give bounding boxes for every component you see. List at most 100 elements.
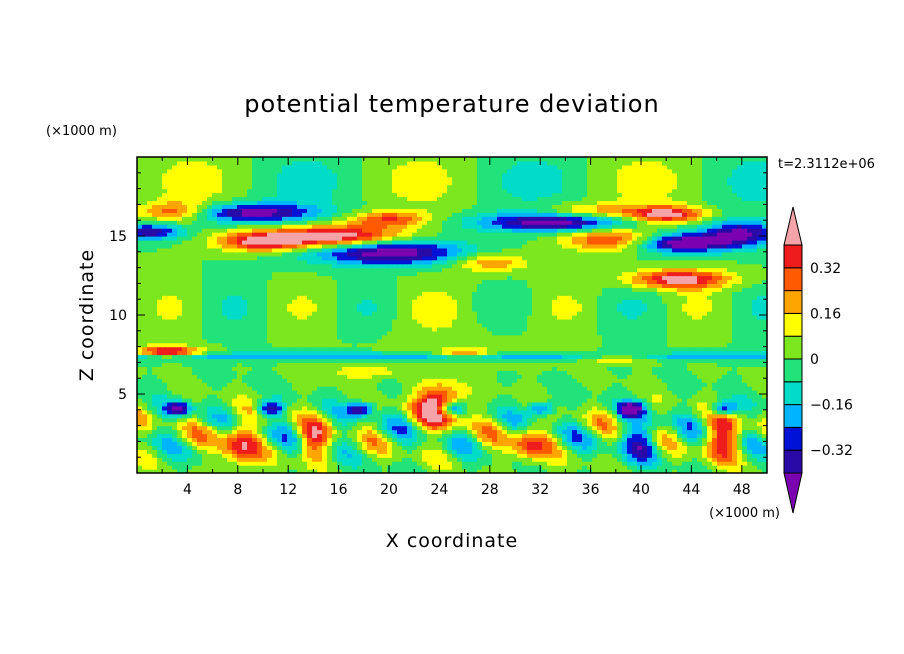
field-cell: [657, 374, 663, 379]
field-cell: [507, 461, 513, 466]
field-cell: [577, 465, 583, 470]
field-cell: [302, 441, 308, 446]
field-cell: [627, 362, 633, 367]
field-cell: [607, 370, 613, 375]
field-cell: [402, 437, 408, 442]
field-cell: [582, 362, 588, 367]
field-cell: [397, 409, 403, 415]
field-cell: [312, 409, 318, 415]
field-cell: [567, 354, 573, 360]
field-cell: [322, 461, 328, 466]
field-cell: [602, 362, 608, 367]
field-cell: [327, 326, 333, 332]
field-cell: [747, 366, 753, 371]
field-cell: [222, 315, 228, 320]
field-cell: [202, 433, 208, 439]
field-cell: [422, 318, 428, 324]
field-cell: [392, 358, 398, 363]
field-cell: [437, 409, 443, 415]
field-cell: [192, 326, 198, 332]
field-cell: [607, 453, 613, 458]
field-cell: [407, 378, 413, 383]
field-cell: [447, 374, 453, 379]
field-cell: [142, 330, 148, 336]
field-cell: [217, 330, 223, 336]
field-cell: [622, 342, 628, 348]
field-cell: [187, 334, 193, 340]
field-cell: [152, 469, 158, 473]
field-cell: [207, 457, 213, 462]
field-cell: [527, 413, 533, 419]
field-cell: [212, 413, 218, 419]
field-cell: [367, 421, 373, 427]
field-cell: [527, 338, 533, 344]
field-cell: [612, 441, 618, 446]
field-cell: [607, 405, 613, 411]
field-cell: [372, 350, 378, 356]
field-cell: [172, 425, 178, 431]
field-cell: [437, 386, 443, 391]
field-cell: [207, 378, 213, 383]
field-cell: [307, 386, 313, 391]
field-cell: [527, 362, 533, 367]
field-cell: [242, 405, 248, 411]
field-cell: [522, 334, 528, 340]
field-cell: [552, 370, 558, 375]
field-cell: [387, 354, 393, 360]
field-cell: [427, 382, 433, 387]
field-cell: [582, 322, 588, 328]
field-cell: [317, 465, 323, 470]
field-cell: [527, 453, 533, 458]
field-cell: [447, 362, 453, 367]
field-cell: [452, 318, 458, 324]
field-cell: [202, 469, 208, 473]
field-cell: [602, 346, 608, 352]
field-cell: [182, 461, 188, 466]
field-cell: [717, 429, 723, 435]
field-cell: [502, 433, 508, 439]
field-cell: [502, 322, 508, 328]
field-cell: [622, 441, 628, 446]
field-cell: [732, 437, 738, 442]
field-cell: [272, 425, 278, 431]
field-cell: [362, 326, 368, 332]
field-cell: [202, 382, 208, 387]
field-cell: [522, 461, 528, 466]
field-cell: [727, 378, 733, 383]
field-cell: [307, 429, 313, 435]
field-cell: [677, 366, 683, 371]
field-cell: [682, 322, 688, 328]
field-cell: [142, 322, 148, 328]
field-cell: [412, 425, 418, 431]
field-cell: [137, 326, 143, 332]
field-cell: [137, 417, 143, 423]
field-cell: [467, 394, 473, 399]
field-cell: [392, 342, 398, 348]
field-cell: [662, 409, 668, 415]
field-cell: [527, 334, 533, 340]
field-cell: [292, 354, 298, 360]
field-cell: [577, 433, 583, 439]
field-cell: [302, 366, 308, 371]
field-cell: [297, 457, 303, 462]
field-cell: [252, 354, 258, 360]
field-cell: [202, 421, 208, 427]
field-cell: [512, 315, 518, 320]
field-cell: [157, 374, 163, 379]
field-cell: [612, 445, 618, 450]
field-cell: [697, 378, 703, 383]
field-cell: [507, 330, 513, 336]
field-cell: [317, 421, 323, 427]
field-cell: [452, 346, 458, 352]
field-cell: [662, 362, 668, 367]
field-cell: [647, 413, 653, 419]
field-cell: [142, 382, 148, 387]
field-cell: [582, 409, 588, 415]
field-cell: [587, 413, 593, 419]
field-cell: [177, 322, 183, 328]
field-cell: [582, 366, 588, 371]
field-cell: [507, 429, 513, 435]
field-cell: [627, 370, 633, 375]
field-cell: [762, 318, 767, 324]
field-cell: [457, 457, 463, 462]
